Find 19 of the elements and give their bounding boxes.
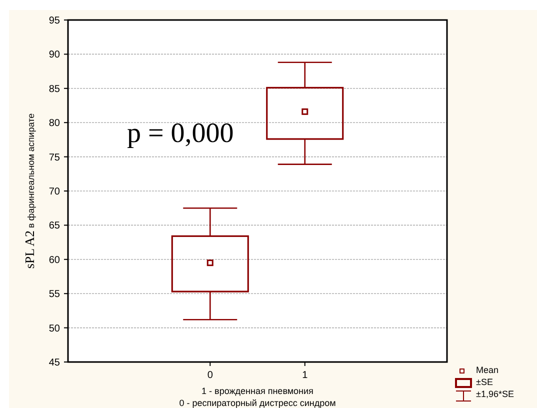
y-tick-label: 90: [48, 50, 60, 61]
x-tick-label: 0: [207, 370, 214, 381]
y-tick-label: 85: [48, 84, 60, 95]
text: Mean: [476, 365, 499, 375]
x-axis-title: 1 - врожденная пневмония 0 - респираторный дистресс синдром: [179, 386, 336, 408]
text: ±SE: [476, 377, 493, 387]
y-tick-label: 50: [48, 323, 60, 334]
x-tick-label: 1: [302, 370, 308, 381]
y-tick-label: 60: [48, 254, 60, 266]
y-tick-label: 55: [48, 289, 60, 300]
y-tick-label: 65: [48, 220, 60, 232]
y-tick-label: 70: [48, 186, 60, 198]
y-axis-title: sPL A2 в фарингеальном аспирате: [22, 113, 37, 269]
y-tick-label: 75: [48, 152, 60, 164]
annotation: p = 0,000: [127, 118, 234, 149]
text: ±1,96*SE: [476, 389, 514, 399]
y-tick-label: 95: [48, 16, 60, 26]
y-tick-label: 80: [48, 118, 60, 130]
y-tick-label: 45: [48, 358, 60, 368]
